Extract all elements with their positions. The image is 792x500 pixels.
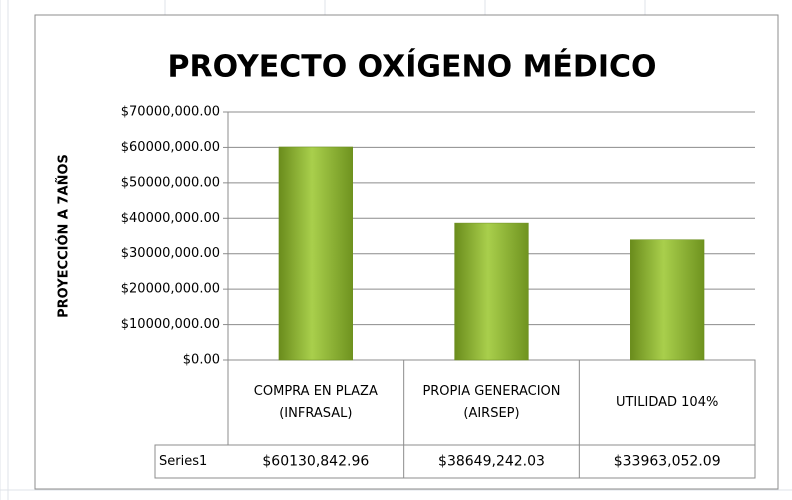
table-value: $33963,052.09 [614, 454, 721, 470]
x-category-label: UTILIDAD 104% [615, 394, 719, 410]
y-tick-label: $20000,000.00 [121, 282, 220, 297]
y-tick-label: $50000,000.00 [121, 175, 220, 190]
table-value: $38649,242.03 [438, 454, 545, 470]
y-axis-label: PROYECCIÓN A 7AÑOS [56, 154, 72, 318]
category-cell: PROPIA GENERACION (AIRSEP) [422, 383, 561, 421]
y-tick-label: $10000,000.00 [121, 317, 220, 332]
table-value: $60130,842.96 [262, 454, 369, 470]
series-name: Series1 [159, 454, 207, 469]
category-cell: UTILIDAD 104% [615, 394, 719, 410]
y-tick-label: $60000,000.00 [121, 140, 220, 155]
bar [630, 239, 705, 361]
y-tick-label: $0.00 [183, 353, 220, 368]
bar [278, 146, 353, 361]
category-cell: COMPRA EN PLAZA (INFRASAL) [253, 383, 378, 421]
x-category-label: COMPRA EN PLAZA (INFRASAL) [253, 383, 378, 421]
y-tick-label: $70000,000.00 [121, 105, 220, 120]
y-tick-label: $30000,000.00 [121, 246, 220, 261]
table-series-row [154, 444, 756, 479]
y-tick-label: $40000,000.00 [121, 211, 220, 226]
x-category-label: PROPIA GENERACION (AIRSEP) [422, 383, 561, 421]
chart-title: PROYECTO OXÍGENO MÉDICO [168, 49, 657, 85]
bar [454, 222, 529, 361]
